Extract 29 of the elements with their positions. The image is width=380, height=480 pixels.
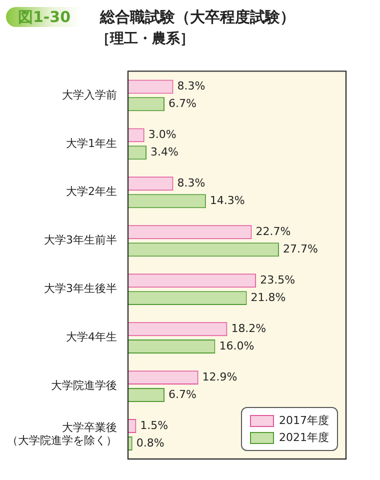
- chart-subtitle: ［理工・農系］: [96, 30, 194, 48]
- y-tick-label: 大学3年生前半: [44, 234, 117, 247]
- data-label: 1.5%: [140, 418, 168, 432]
- data-label: 3.0%: [148, 128, 176, 142]
- data-label: 21.8%: [250, 290, 286, 304]
- y-tick-label: 大学入学前: [62, 88, 117, 102]
- data-label: 27.7%: [282, 242, 318, 256]
- data-label: 12.9%: [202, 370, 238, 384]
- data-label: 6.7%: [168, 97, 196, 110]
- data-label: 23.5%: [260, 273, 296, 286]
- legend-label: 2017年度: [279, 413, 329, 428]
- data-label: 22.7%: [256, 224, 291, 238]
- data-label: 16.0%: [219, 339, 254, 352]
- caption: 図1-30: [18, 8, 71, 27]
- y-tick-label: 大学4年生: [66, 330, 117, 344]
- data-label: 14.3%: [210, 194, 245, 207]
- y-tick-label: 大学院進学後: [51, 379, 117, 392]
- y-tick-label: 大学2年生: [66, 185, 117, 198]
- data-label: 3.4%: [150, 145, 178, 158]
- data-label: 6.7%: [168, 388, 196, 401]
- data-label: 8.3%: [177, 176, 206, 190]
- chart-title: 総合職試験（大卒程度試験）: [100, 8, 295, 27]
- data-label: 0.8%: [136, 436, 164, 450]
- y-tick-label: 大学3年生後半: [44, 282, 117, 296]
- y-tick-label: 大学1年生: [66, 136, 117, 150]
- data-label: 18.2%: [231, 322, 266, 335]
- y-tick-label: 大学卒業後（大学院進学を除く）: [7, 421, 117, 448]
- legend-label: 2021年度: [279, 430, 329, 445]
- data-label: 8.3%: [177, 80, 206, 93]
